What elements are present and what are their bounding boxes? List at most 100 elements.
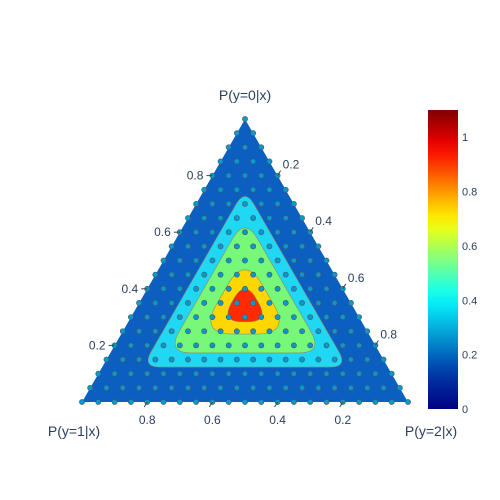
data-point xyxy=(242,285,248,292)
data-point xyxy=(152,356,159,363)
data-point xyxy=(119,356,126,363)
data-point xyxy=(266,215,273,221)
axis-title-c: P(y=2|x) xyxy=(405,423,457,439)
data-point xyxy=(136,384,142,391)
colorbar-tick-label: 0.2 xyxy=(462,350,477,362)
data-point xyxy=(364,328,371,335)
data-point xyxy=(258,144,265,151)
ternary-axes: 0.2 0.4 0.6 0.8 0.2 0.4 0.6 0.8 0.2 0.4 0.6 0.8 xyxy=(89,158,397,427)
colorbar-tick-label: 1 xyxy=(462,132,468,144)
data-point xyxy=(323,342,330,349)
data-point xyxy=(331,356,338,363)
data-point xyxy=(111,399,118,405)
data-point xyxy=(217,271,224,278)
data-point xyxy=(193,370,199,377)
data-point xyxy=(103,384,110,391)
data-point xyxy=(250,384,257,391)
data-point xyxy=(111,370,118,377)
data-point xyxy=(331,300,338,306)
data-point xyxy=(299,356,305,363)
tick-c xyxy=(374,340,379,346)
data-point xyxy=(364,384,371,391)
tick-label-b: 0.8 xyxy=(139,413,156,427)
data-point xyxy=(127,314,134,320)
data-point xyxy=(193,200,199,207)
data-point xyxy=(152,271,159,278)
data-point xyxy=(372,399,379,405)
data-point xyxy=(242,342,248,349)
data-point xyxy=(242,116,248,122)
data-point xyxy=(250,328,257,335)
data-point xyxy=(282,215,289,221)
data-point xyxy=(233,356,240,363)
data-point xyxy=(242,370,248,377)
data-point xyxy=(233,158,240,165)
data-point xyxy=(217,215,224,221)
data-point xyxy=(290,229,297,236)
data-point xyxy=(323,370,330,377)
data-point xyxy=(168,243,175,250)
data-point xyxy=(299,243,305,250)
data-point xyxy=(258,285,265,292)
data-point xyxy=(258,314,265,320)
data-point xyxy=(176,370,183,377)
data-point xyxy=(225,200,232,207)
data-point xyxy=(299,300,305,306)
data-point xyxy=(258,172,265,179)
data-point xyxy=(315,384,322,391)
data-point xyxy=(168,271,175,278)
data-point xyxy=(225,229,232,236)
data-point xyxy=(356,342,362,349)
data-point xyxy=(315,243,322,250)
data-point xyxy=(380,384,387,391)
data-point xyxy=(217,158,224,165)
data-point xyxy=(323,257,330,264)
data-point xyxy=(290,314,297,320)
data-point xyxy=(209,314,216,320)
data-point xyxy=(201,271,208,278)
data-point xyxy=(274,285,281,292)
data-point xyxy=(193,342,199,349)
data-point xyxy=(396,384,403,391)
data-point xyxy=(201,300,208,306)
data-point xyxy=(299,215,305,221)
data-point xyxy=(201,328,208,335)
data-point xyxy=(348,300,354,306)
tick-c xyxy=(342,283,347,290)
data-point xyxy=(144,342,151,349)
data-point xyxy=(233,186,240,193)
data-point xyxy=(388,370,395,377)
data-point xyxy=(168,384,175,391)
tick-label-a: 0.2 xyxy=(89,338,106,352)
data-point xyxy=(217,186,224,193)
tick-c xyxy=(309,226,314,233)
data-point xyxy=(258,342,265,349)
colorbar-ticks: 0 0.2 0.4 0.6 0.8 1 xyxy=(462,132,477,416)
data-point xyxy=(160,342,167,349)
data-point xyxy=(217,243,224,250)
data-point xyxy=(339,342,346,349)
tick-label-c: 0.4 xyxy=(315,214,332,228)
data-point xyxy=(201,384,208,391)
data-point xyxy=(266,384,273,391)
data-point xyxy=(201,186,208,193)
data-point xyxy=(185,328,191,335)
data-point xyxy=(274,370,281,377)
data-point xyxy=(225,257,232,264)
data-point xyxy=(209,285,216,292)
data-point xyxy=(233,384,240,391)
tick-b xyxy=(143,401,148,408)
data-point xyxy=(209,257,216,264)
data-point xyxy=(168,300,175,306)
data-point xyxy=(290,285,297,292)
data-point xyxy=(266,328,273,335)
tick-b xyxy=(339,401,344,408)
data-point xyxy=(144,370,151,377)
data-point xyxy=(201,356,208,363)
data-point xyxy=(282,271,289,278)
data-point xyxy=(193,285,199,292)
data-point xyxy=(242,257,248,264)
tick-label-b: 0.6 xyxy=(204,413,221,427)
data-point xyxy=(250,271,257,278)
